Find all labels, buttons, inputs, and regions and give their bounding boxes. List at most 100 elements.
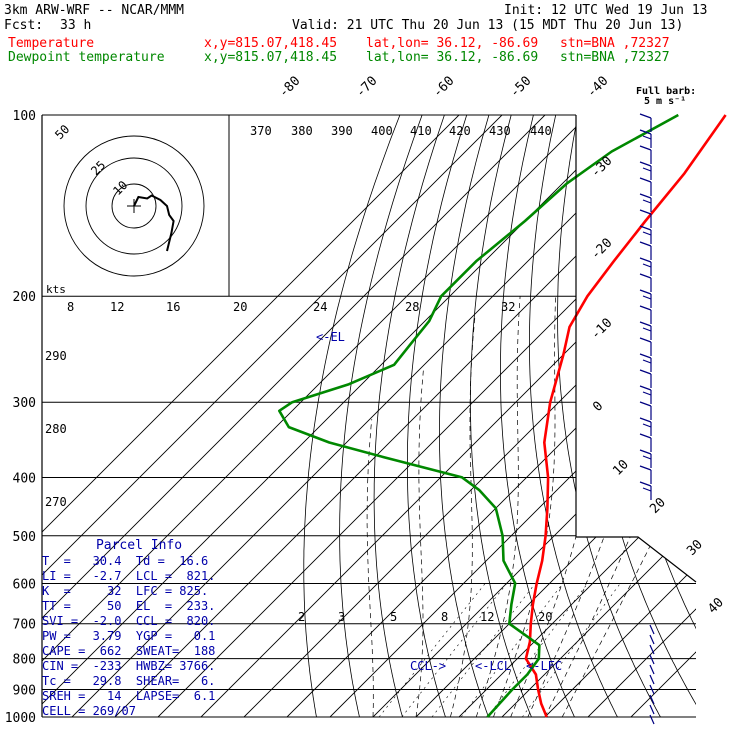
parcel-info-row: K = 32 LFC = 825. [42, 584, 209, 598]
parcel-info-row: CAPE = 662 SWEAT= 188 [42, 644, 216, 658]
theta-label: 380 [291, 124, 313, 138]
mixing-ratio-line [401, 583, 508, 717]
wind-barb-staff [649, 634, 655, 645]
theta-label: 280 [45, 422, 67, 436]
wind-barb-flag [639, 417, 652, 423]
hodograph-trace [133, 194, 175, 252]
isotherm-tick-label: -30 [588, 154, 615, 181]
dry-adiabat [557, 115, 661, 717]
theta-label: 270 [45, 495, 67, 509]
temperature-legend-label: Temperature [8, 36, 95, 51]
parcel-info-row: LI = -2.7 LCL = 821. [42, 569, 216, 583]
barb-legend-title: Full barb: [636, 86, 696, 97]
forecast-hour: 33 h [60, 18, 92, 33]
temperature-legend-latlon: lat,lon= 36.12, -86.69 [366, 36, 539, 51]
temperature-legend-stn: stn=BNA ,72327 [560, 36, 670, 51]
parcel-info-row: TT = 50 EL = 233. [42, 599, 216, 613]
wind-barb-flag [642, 423, 652, 428]
wind-barb-flag [642, 327, 652, 332]
wind-barb-flag [639, 225, 652, 231]
theta-label: 430 [489, 124, 511, 138]
wind-barb-staff [649, 714, 655, 725]
parcel-info-row: Tc = 29.8 SHEAR= 6. [42, 674, 216, 688]
pressure-tick-label: 200 [13, 290, 36, 305]
dewpoint-legend-xy: x,y=815.07,418.45 [204, 50, 338, 65]
right-frame [575, 115, 697, 583]
temperature-profile [524, 114, 727, 718]
mixing-ratio-line [378, 583, 486, 717]
wind-barb-flag [642, 167, 652, 172]
isotherm-line [415, 115, 696, 717]
mixing-ratio-label: 20 [538, 610, 552, 624]
wind-barb-flag [639, 433, 652, 439]
pressure-tick-label: 900 [13, 683, 36, 698]
dewpoint-legend-label: Dewpoint temperature [8, 50, 165, 65]
isotherm-line [630, 115, 696, 717]
wind-barb-flag [639, 289, 652, 295]
moist-adiabat [475, 296, 521, 717]
parcel-info-row: CELL = 269/07 [42, 704, 136, 718]
wind-barb-flag [639, 481, 652, 487]
pressure-tick-label: 400 [13, 471, 36, 486]
hodograph-ring-label: 10 [110, 178, 130, 198]
temperature-scale-label: 12 [110, 300, 124, 314]
wind-barb-flag [642, 455, 652, 460]
wind-barb-flag [639, 129, 652, 135]
wind-barb-staff [649, 624, 655, 635]
temperature-scale-label: 24 [313, 300, 327, 314]
dewpoint-legend-latlon: lat,lon= 36.12, -86.69 [366, 50, 539, 65]
mixing-ratio-label: 8 [441, 610, 448, 624]
moist-adiabat [366, 419, 374, 717]
dry-adiabat [373, 115, 445, 717]
wind-barb-flag [642, 295, 652, 300]
pressure-tick-label: 300 [13, 396, 36, 411]
wind-barb-flag [642, 135, 652, 140]
mixing-ratio-label: 3 [338, 610, 345, 624]
level-annotation: CCL-> [410, 659, 446, 673]
wind-barb-flag [642, 199, 652, 204]
isotherm-tick-label: 0 [590, 399, 606, 415]
isotherm-line [157, 115, 696, 717]
isotherm-line [544, 115, 696, 717]
isotherm-tick-label: -40 [584, 74, 611, 101]
dewpoint-profile [277, 113, 679, 718]
isotherm-line [587, 115, 696, 717]
wind-barb-flag [642, 487, 652, 492]
isotherm-tick-label: -20 [588, 236, 615, 263]
isotherm-line [501, 115, 696, 717]
mixing-ratio-label: 2 [298, 610, 305, 624]
model-title: 3km ARW-WRF -- NCAR/MMM [4, 3, 185, 18]
moist-adiabat [544, 296, 696, 717]
wind-barb-flag [639, 321, 652, 327]
wind-barb-flag [642, 359, 652, 364]
pressure-tick-label: 600 [13, 577, 36, 592]
moist-adiabat [493, 296, 556, 717]
isotherm-tick-label: 40 [705, 595, 727, 617]
wind-barb-staff [649, 694, 655, 705]
wind-barb-flag [639, 369, 652, 375]
dry-adiabat [529, 115, 618, 717]
wind-barb-staff [649, 704, 655, 715]
temperature-scale-label: 8 [67, 300, 74, 314]
level-annotation: <-EL [316, 330, 345, 344]
isotherm-tick-label: 10 [610, 457, 632, 479]
dry-adiabat [406, 115, 468, 717]
temperature-scale-label: 28 [405, 300, 419, 314]
isotherm-line [42, 115, 460, 717]
dewpoint-legend-stn: stn=BNA ,72327 [560, 50, 670, 65]
barb-legend-value: 5 m s⁻¹ [644, 96, 686, 107]
dry-adiabat [499, 115, 575, 717]
moist-adiabat [450, 315, 476, 717]
pressure-tick-label: 700 [13, 618, 36, 633]
isotherm-line [42, 115, 589, 717]
isotherm-line [243, 115, 696, 717]
dry-adiabat [611, 115, 696, 717]
init-time: Init: 12 UTC Wed 19 Jun 13 [504, 3, 708, 18]
theta-label: 440 [530, 124, 552, 138]
wind-barb-staff [649, 674, 655, 685]
wind-barb-staff [649, 664, 655, 675]
temperature-legend-xy: x,y=815.07,418.45 [204, 36, 338, 51]
parcel-info-row: T = 30.4 Td = 16.6 [42, 554, 209, 568]
isotherm-tick-label: -60 [430, 74, 457, 101]
